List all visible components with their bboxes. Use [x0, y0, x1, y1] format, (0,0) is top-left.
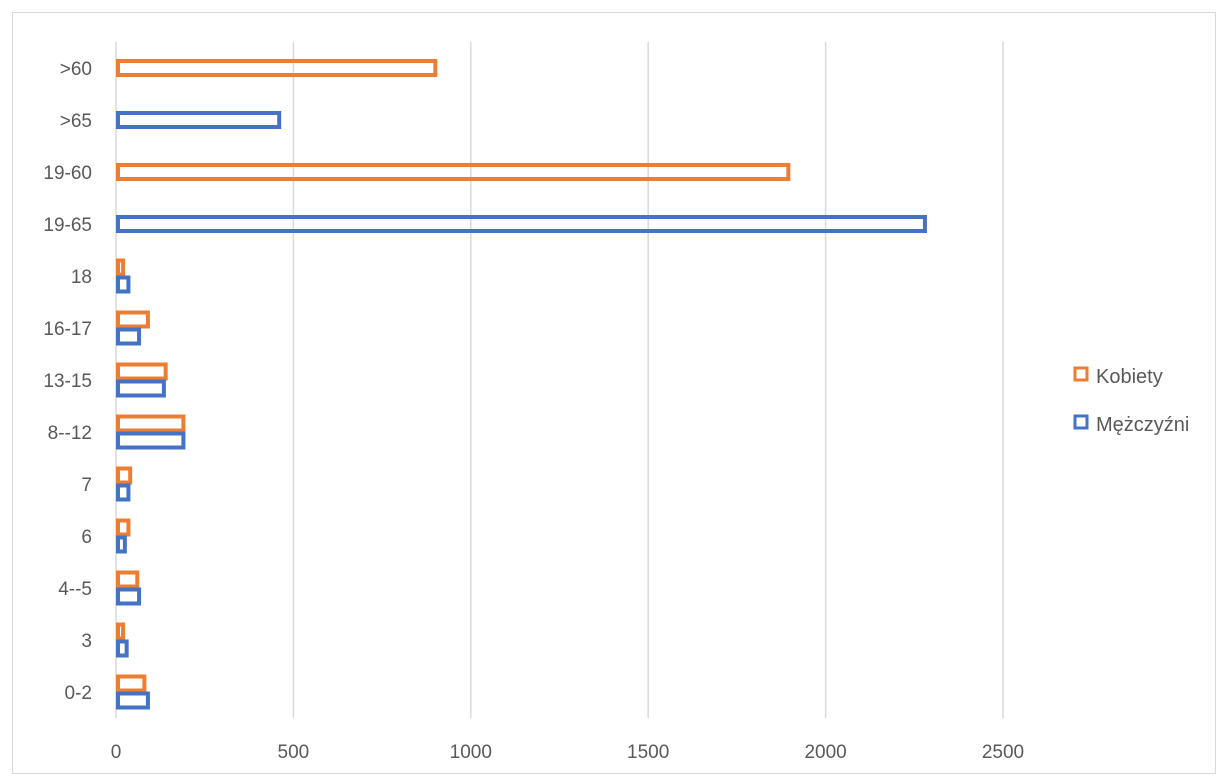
bar-kobiety: [116, 466, 133, 485]
bar-kobiety: [116, 258, 126, 277]
y-tick-label: >65: [60, 111, 92, 132]
legend: Kobiety Mężczyźni: [1073, 366, 1189, 436]
x-tick-label: 1000: [450, 742, 492, 763]
bar-kobiety: [116, 570, 140, 589]
y-axis-ticks: 0-2 3 4--5 6 7 8--12 13-15 16-17 18 19-65 19-60 >65…: [43, 59, 92, 704]
bar-mężczyźni: [116, 327, 142, 346]
bar-mężczyźni: [116, 483, 131, 502]
bar-mężczyźni: [116, 535, 127, 554]
x-tick-label: 1500: [627, 742, 669, 763]
y-tick-label: 16-17: [43, 319, 92, 340]
y-tick-label: 13-15: [43, 371, 92, 392]
y-tick-label: 6: [81, 527, 92, 548]
y-tick-label: 18: [71, 267, 92, 288]
bar-kobiety: [116, 310, 150, 329]
gridlines: [115, 42, 1004, 718]
bar-kobiety: [116, 414, 186, 433]
bars: [116, 59, 927, 710]
bar-kobiety: [116, 59, 438, 77]
bar-kobiety: [116, 163, 791, 181]
legend-swatch: [1073, 414, 1089, 430]
x-tick-label: 2500: [982, 742, 1024, 763]
bar-mężczyźni: [116, 587, 142, 606]
bar-mężczyźni: [116, 431, 186, 450]
x-tick-label: 500: [278, 742, 310, 763]
y-tick-label: 3: [81, 631, 92, 652]
y-tick-label: 19-60: [43, 163, 92, 184]
y-tick-label: 4--5: [58, 579, 92, 600]
y-tick-label: 8--12: [48, 423, 92, 444]
legend-label: Mężczyźni: [1096, 414, 1189, 436]
y-tick-label: 19-65: [43, 215, 92, 236]
y-tick-label: 7: [81, 475, 92, 496]
bar-mężczyźni: [116, 639, 129, 658]
bar-mężczyźni: [116, 379, 166, 398]
bar-mężczyźni: [116, 111, 282, 129]
legend-swatch: [1073, 366, 1089, 382]
chart-frame: [12, 12, 1216, 774]
legend-label: Kobiety: [1096, 366, 1163, 388]
bar-kobiety: [116, 622, 126, 641]
bar-kobiety: [116, 518, 131, 537]
x-tick-label: 0: [111, 742, 122, 763]
y-tick-label: >60: [60, 59, 92, 80]
bar-kobiety: [116, 674, 147, 693]
bar-mężczyźni: [116, 215, 927, 233]
x-axis-ticks: 0 500 1000 1500 2000 2500: [111, 742, 1024, 763]
bar-mężczyźni: [116, 691, 150, 710]
y-tick-label: 0-2: [65, 683, 92, 704]
bar-kobiety: [116, 362, 168, 381]
x-tick-label: 2000: [804, 742, 846, 763]
bar-mężczyźni: [116, 275, 131, 294]
